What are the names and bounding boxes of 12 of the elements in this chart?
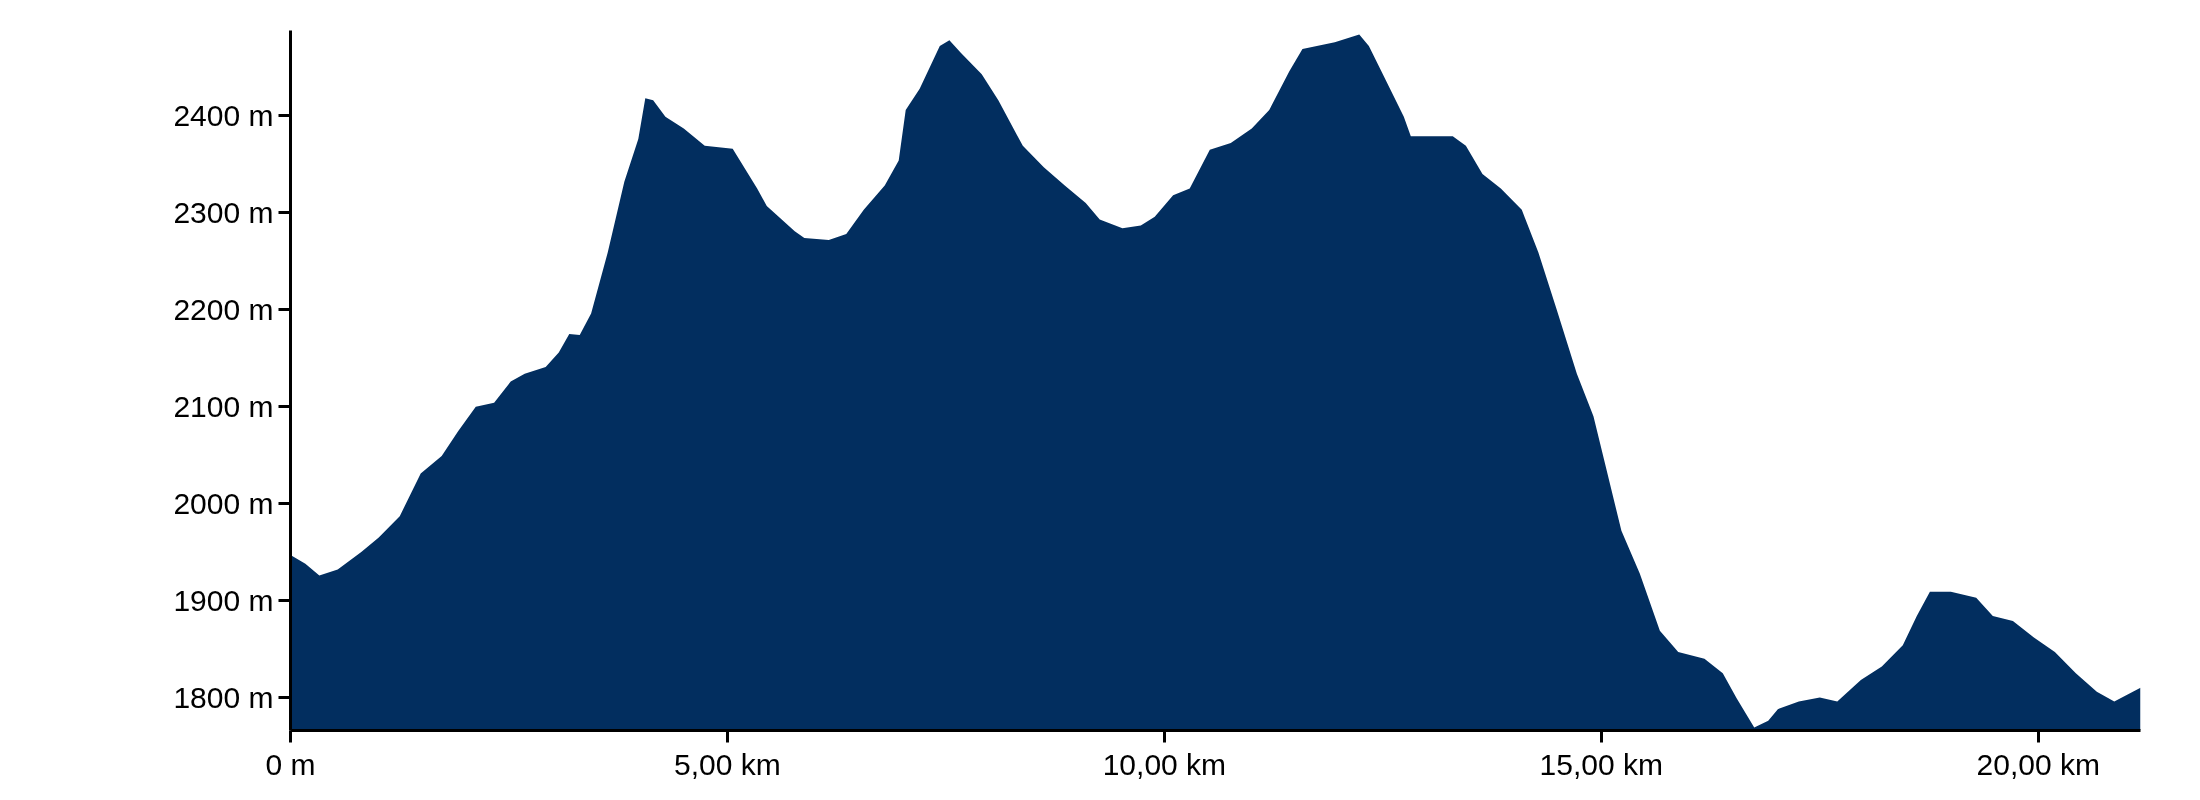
x-tick-label: 20,00 km xyxy=(1976,747,2100,781)
y-tick-label: 2100 m xyxy=(173,390,274,424)
x-tick-label: 15,00 km xyxy=(1539,747,1664,781)
y-tick-label: 1800 m xyxy=(173,681,274,715)
y-tick-label: 2200 m xyxy=(173,293,274,327)
y-tick-label: 2000 m xyxy=(173,487,274,521)
y-tick-label: 2300 m xyxy=(173,196,274,230)
x-tick-label: 10,00 km xyxy=(1102,747,1227,781)
x-tick-label: 0 m xyxy=(265,747,316,781)
x-tick-label: 5,00 km xyxy=(674,747,781,781)
y-tick-label: 2400 m xyxy=(173,99,274,133)
y-tick-label: 1900 m xyxy=(173,584,274,618)
